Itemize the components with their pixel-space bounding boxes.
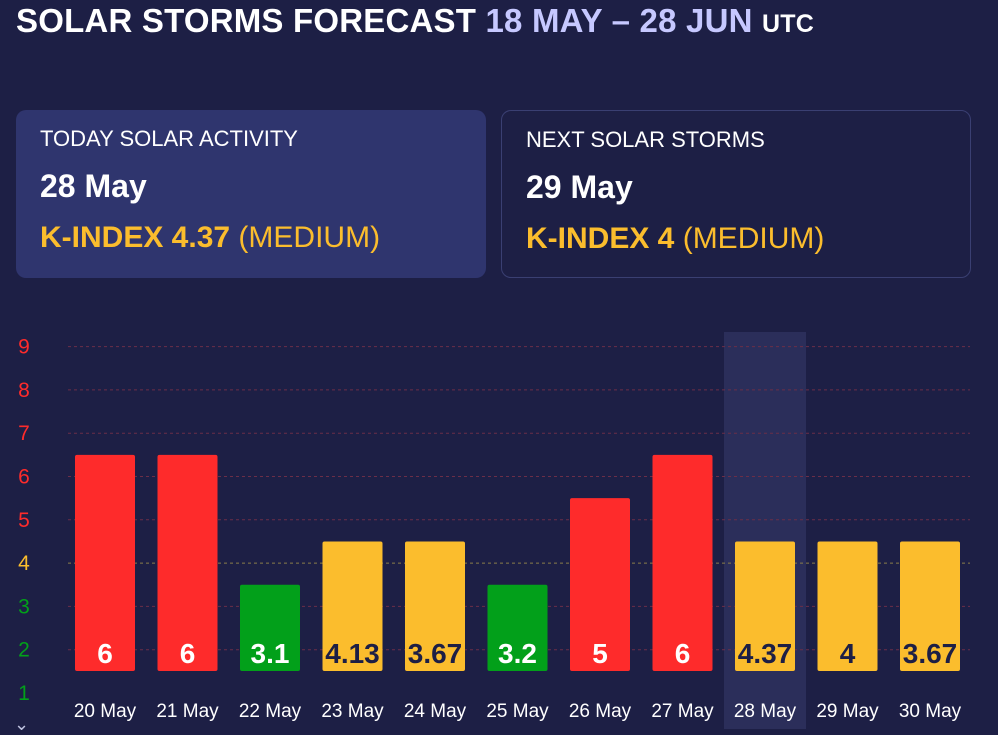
today-kindex: K-INDEX 4.37 — [40, 221, 231, 254]
y-tick-label: 8 — [18, 379, 30, 402]
chevron-down-icon[interactable]: ⌄ — [14, 714, 30, 734]
today-activity-card: TODAY SOLAR ACTIVITY 28 May K-INDEX 4.37… — [16, 110, 486, 278]
bar-value-label: 3.67 — [903, 638, 958, 669]
next-kindex-line: K-INDEX 4 (MEDIUM) — [526, 222, 946, 256]
x-tick-label: 21 May — [156, 701, 219, 722]
bar — [240, 584, 300, 671]
bar — [487, 584, 548, 671]
x-tick-label: 24 May — [404, 701, 467, 722]
bar-value-label: 6 — [180, 638, 196, 669]
bar-value-label: 3.2 — [498, 638, 537, 669]
y-tick-label: 4 — [18, 552, 30, 575]
x-tick-label: 28 May — [734, 701, 797, 722]
bar — [900, 541, 960, 671]
next-storm-card: NEXT SOLAR STORMS 29 May K-INDEX 4 (MEDI… — [501, 110, 971, 278]
next-kindex: K-INDEX 4 — [526, 222, 675, 255]
bar-value-label: 5 — [592, 638, 608, 669]
next-level: (MEDIUM) — [682, 222, 825, 255]
y-tick-label: 2 — [18, 639, 30, 662]
bar — [157, 454, 218, 671]
y-tick-label: 6 — [18, 466, 30, 489]
bar — [570, 498, 630, 671]
x-tick-label: 22 May — [239, 701, 302, 722]
kindex-bar-chart: 1 2 3 4 5 6 7 8 9 6 20 May 6 21 May 3.1 22 May 4.13 23 M… — [18, 332, 970, 729]
bar — [652, 454, 713, 671]
x-tick-label: 30 May — [899, 701, 962, 722]
y-tick-label: 1 — [18, 682, 30, 705]
bar — [735, 541, 795, 671]
bar-value-label: 3.1 — [251, 638, 290, 669]
x-tick-label: 20 May — [74, 701, 137, 722]
bar-value-label: 4.13 — [325, 638, 380, 669]
bar — [322, 541, 383, 671]
bar — [817, 541, 878, 671]
x-tick-label: 29 May — [816, 701, 879, 722]
y-tick-label: 5 — [18, 509, 30, 532]
y-tick-label: 3 — [18, 595, 30, 618]
today-card-label: TODAY SOLAR ACTIVITY — [40, 126, 298, 151]
next-card-label: NEXT SOLAR STORMS — [526, 127, 765, 152]
timezone-label: UTC — [762, 10, 815, 38]
y-tick-label: 7 — [18, 422, 30, 445]
today-kindex-line: K-INDEX 4.37 (MEDIUM) — [40, 221, 462, 255]
x-tick-label: 25 May — [486, 701, 549, 722]
bar — [405, 541, 465, 671]
bar-value-label: 4.37 — [738, 638, 793, 669]
y-tick-label: 9 — [18, 336, 30, 359]
date-range: 18 MAY – 28 JUN — [485, 2, 753, 39]
bar-value-label: 6 — [97, 638, 113, 669]
today-level: (MEDIUM) — [238, 221, 381, 254]
title-text: SOLAR STORMS FORECAST — [16, 2, 477, 39]
x-tick-label: 26 May — [569, 701, 632, 722]
bar-value-label: 4 — [840, 638, 856, 669]
page-title: SOLAR STORMS FORECAST 18 MAY – 28 JUN UT… — [16, 2, 814, 40]
x-tick-label: 23 May — [321, 701, 384, 722]
x-tick-label: 27 May — [651, 701, 714, 722]
today-date: 28 May — [40, 168, 147, 204]
bar-value-label: 3.67 — [408, 638, 463, 669]
bar — [75, 454, 135, 671]
bar-value-label: 6 — [675, 638, 691, 669]
next-date: 29 May — [526, 169, 633, 205]
